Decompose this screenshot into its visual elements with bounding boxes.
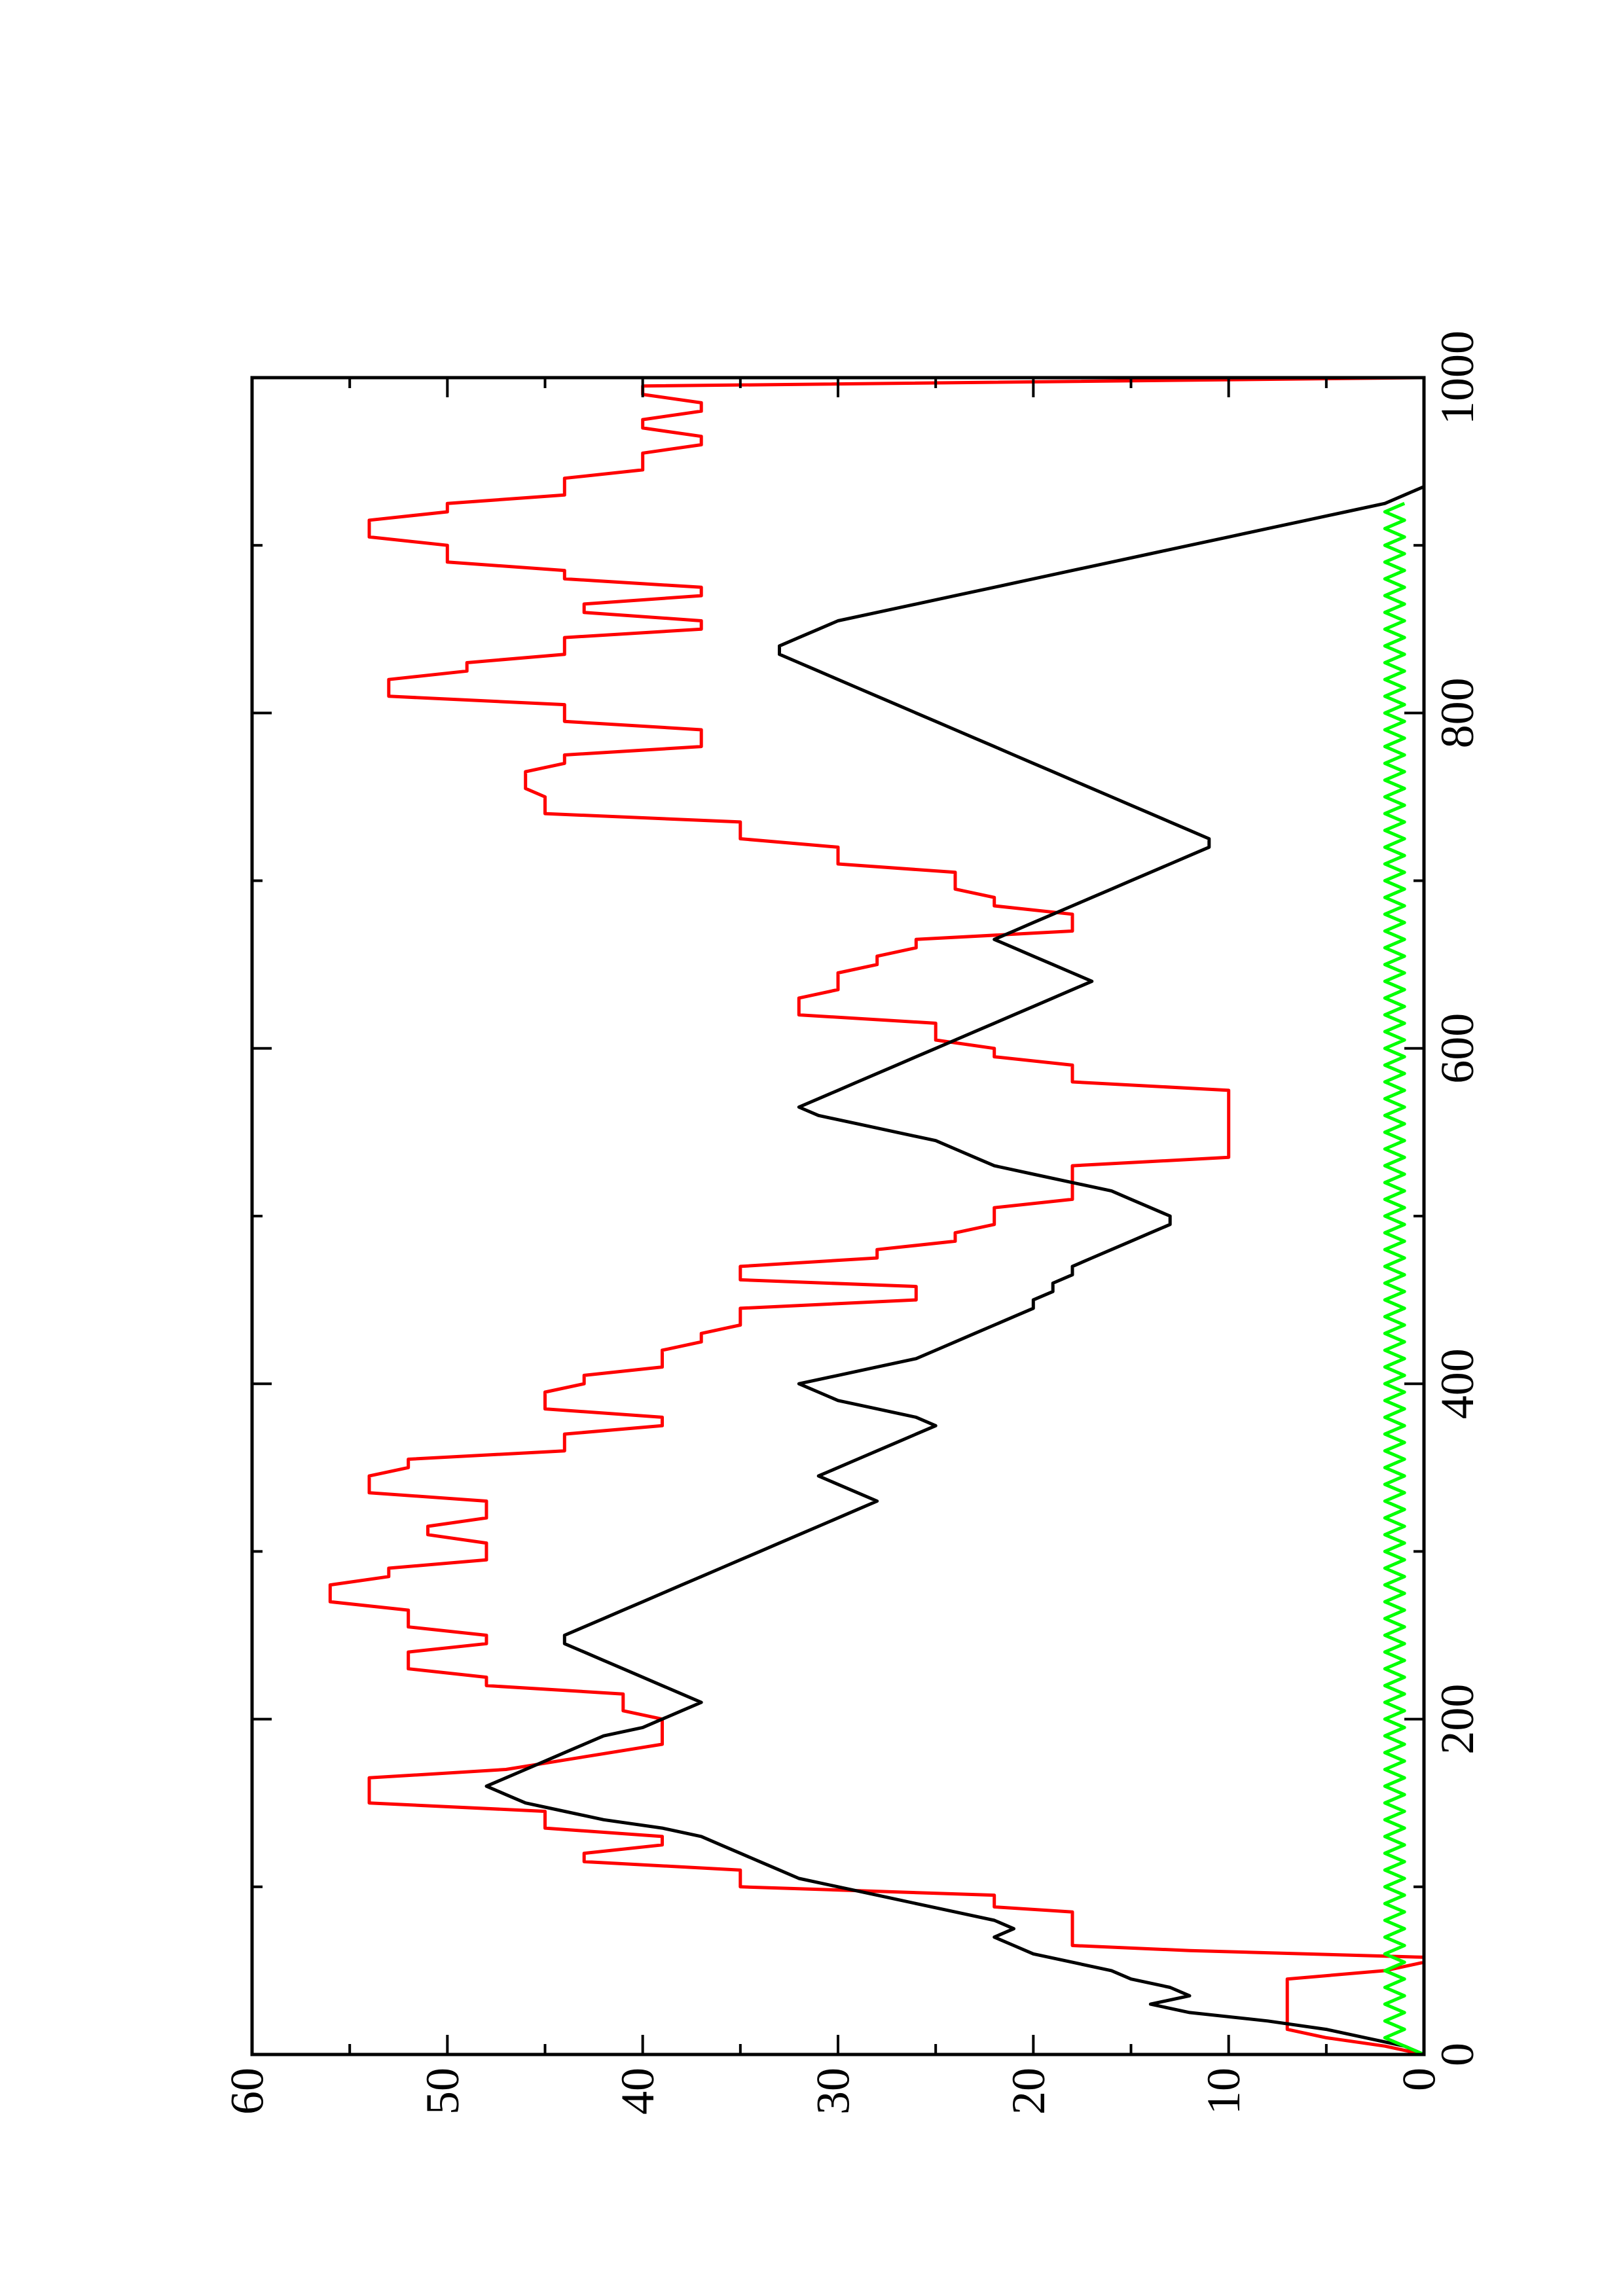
x-tick-label: 0 bbox=[1431, 2043, 1484, 2066]
x-tick-label: 600 bbox=[1431, 1013, 1484, 1084]
x-tick-label: 1000 bbox=[1431, 331, 1484, 425]
y-tick-label: 30 bbox=[807, 2068, 860, 2115]
x-tick-label: 800 bbox=[1431, 677, 1484, 748]
y-tick-label: 10 bbox=[1197, 2068, 1250, 2115]
y-tick-label: 40 bbox=[611, 2068, 664, 2115]
x-tick-label: 400 bbox=[1431, 1348, 1484, 1419]
x-tick-labels: 0 200 400 600 800 1000 bbox=[1431, 331, 1484, 2066]
series-line-1 bbox=[328, 376, 1426, 2056]
plot-series bbox=[328, 376, 1426, 2056]
y-tick-label: 20 bbox=[1002, 2068, 1055, 2115]
y-tick-labels: 0 10 20 30 40 50 60 bbox=[221, 2068, 1446, 2115]
y-tick-label: 50 bbox=[416, 2068, 469, 2115]
x-tick-label: 200 bbox=[1431, 1684, 1484, 1755]
series-line-3 bbox=[1383, 501, 1425, 2056]
y-tick-label: 60 bbox=[221, 2068, 274, 2115]
y-tick-label: 0 bbox=[1393, 2068, 1446, 2091]
plot-frame bbox=[250, 376, 1426, 2056]
series-line-2 bbox=[484, 485, 1425, 2056]
